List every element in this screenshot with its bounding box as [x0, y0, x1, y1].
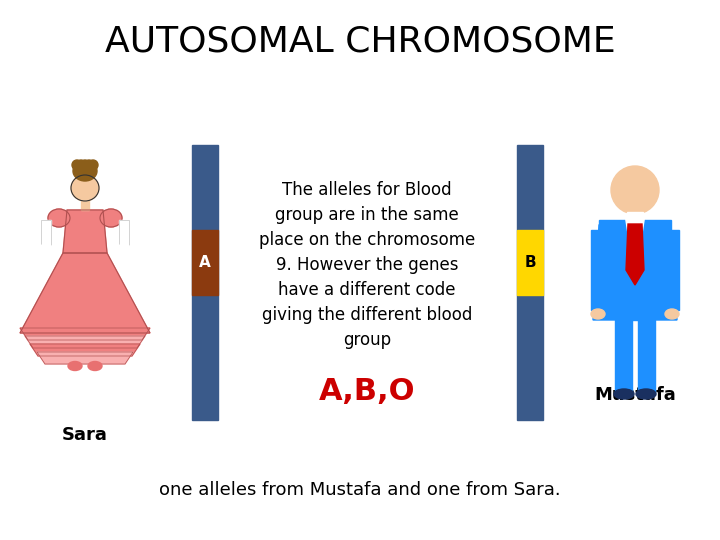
Polygon shape — [63, 210, 107, 253]
Text: AUTOSOMAL CHROMOSOME: AUTOSOMAL CHROMOSOME — [104, 25, 616, 59]
Text: A,B,O: A,B,O — [319, 377, 415, 407]
Bar — [41, 220, 51, 248]
Polygon shape — [625, 214, 645, 240]
Bar — [192, 230, 218, 295]
Bar — [599, 220, 671, 240]
Bar — [192, 145, 218, 420]
Circle shape — [80, 160, 90, 170]
Text: A: A — [199, 255, 211, 270]
Bar — [119, 220, 129, 248]
Polygon shape — [37, 352, 133, 364]
Ellipse shape — [100, 209, 122, 227]
Text: The alleles for Blood
group are in the same
place on the chromosome
9. However t: The alleles for Blood group are in the s… — [259, 181, 475, 349]
Bar — [41, 220, 51, 248]
Bar — [617, 240, 653, 320]
Polygon shape — [25, 336, 145, 348]
Circle shape — [76, 160, 86, 170]
Ellipse shape — [71, 175, 99, 201]
Bar — [615, 318, 632, 393]
Polygon shape — [593, 220, 629, 320]
Circle shape — [84, 160, 94, 170]
Text: one alleles from Mustafa and one from Sara.: one alleles from Mustafa and one from Sa… — [159, 481, 561, 499]
Bar — [627, 212, 643, 222]
Bar — [517, 145, 543, 420]
Circle shape — [88, 160, 98, 170]
Ellipse shape — [665, 309, 679, 319]
Bar — [81, 200, 89, 210]
Polygon shape — [641, 220, 677, 320]
Circle shape — [72, 160, 82, 170]
Bar — [665, 230, 679, 310]
Bar — [638, 318, 655, 393]
Ellipse shape — [73, 161, 97, 181]
Polygon shape — [20, 253, 150, 333]
Ellipse shape — [614, 389, 634, 399]
Ellipse shape — [88, 361, 102, 370]
Bar — [517, 230, 543, 295]
Polygon shape — [626, 224, 644, 285]
Ellipse shape — [68, 361, 82, 370]
Ellipse shape — [48, 209, 70, 227]
Ellipse shape — [39, 244, 53, 256]
Ellipse shape — [636, 389, 656, 399]
Bar — [119, 220, 129, 248]
Text: Sara: Sara — [62, 426, 108, 444]
Text: B: B — [524, 255, 536, 270]
Ellipse shape — [591, 309, 605, 319]
Circle shape — [611, 166, 659, 214]
Ellipse shape — [117, 244, 131, 256]
Bar — [591, 230, 605, 310]
Text: Mustafa: Mustafa — [594, 386, 676, 404]
Polygon shape — [20, 328, 150, 340]
Polygon shape — [30, 344, 140, 356]
